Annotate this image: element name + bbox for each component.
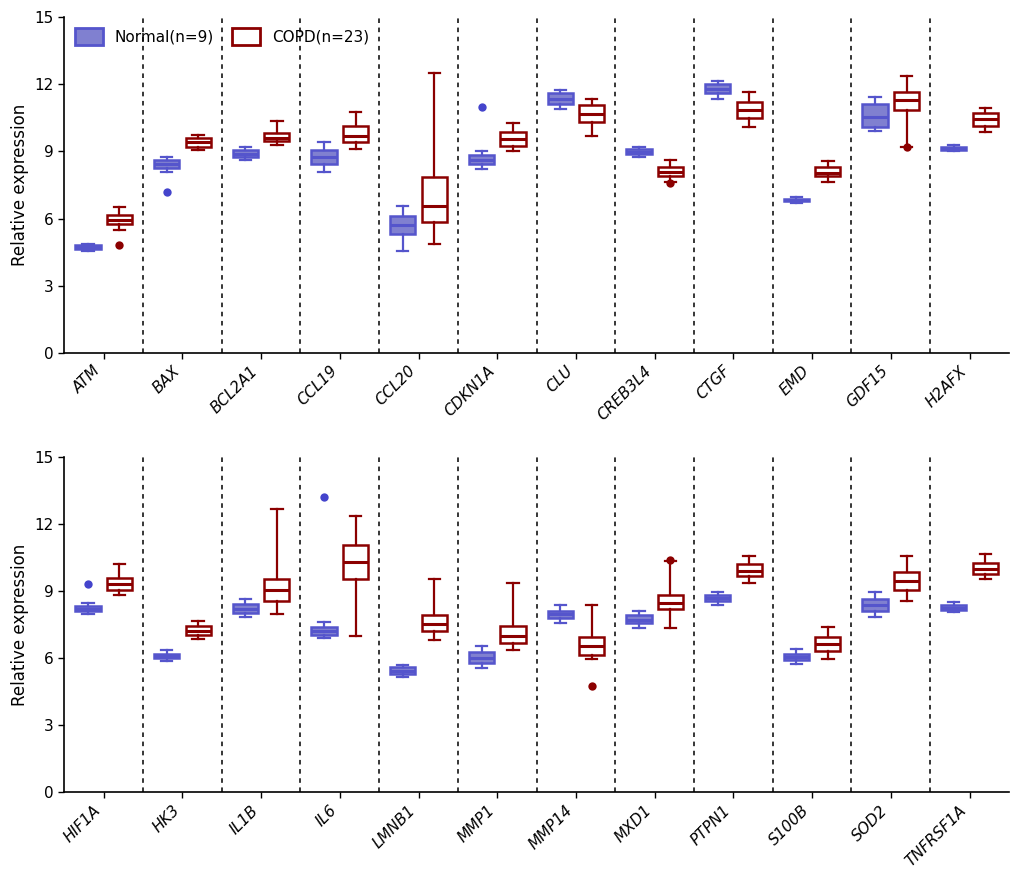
Bar <box>311 627 336 634</box>
Bar <box>311 150 336 164</box>
Bar <box>972 113 997 126</box>
Bar <box>547 93 573 105</box>
Bar <box>342 545 368 578</box>
Bar <box>814 167 840 176</box>
Bar <box>657 166 683 176</box>
Bar <box>107 578 131 590</box>
Bar <box>704 84 730 93</box>
Bar <box>75 606 101 612</box>
Bar <box>107 215 131 224</box>
Bar <box>579 637 603 655</box>
Bar <box>862 105 887 127</box>
Bar <box>579 106 603 122</box>
Bar <box>75 246 101 249</box>
Bar <box>941 605 965 610</box>
Bar <box>469 155 493 164</box>
Bar <box>704 595 730 601</box>
Bar <box>390 216 415 234</box>
Bar <box>547 611 573 618</box>
Bar <box>390 667 415 674</box>
Bar <box>264 134 289 142</box>
Bar <box>232 150 258 157</box>
Bar <box>893 92 918 110</box>
Bar <box>972 563 997 574</box>
Bar <box>500 626 525 643</box>
Bar <box>736 102 761 118</box>
Bar <box>626 149 651 154</box>
Bar <box>342 126 368 143</box>
Bar <box>893 572 918 590</box>
Bar <box>154 654 179 658</box>
Bar <box>469 652 493 663</box>
Y-axis label: Relative expression: Relative expression <box>11 543 30 706</box>
Bar <box>232 604 258 613</box>
Bar <box>783 199 808 201</box>
Legend: Normal(n=9), COPD(n=23): Normal(n=9), COPD(n=23) <box>69 22 375 52</box>
Bar <box>783 654 808 660</box>
Y-axis label: Relative expression: Relative expression <box>11 104 30 266</box>
Bar <box>736 564 761 576</box>
Bar <box>421 177 446 222</box>
Bar <box>185 627 211 634</box>
Bar <box>500 132 525 146</box>
Bar <box>421 615 446 631</box>
Bar <box>941 147 965 150</box>
Bar <box>814 637 840 651</box>
Bar <box>657 595 683 609</box>
Bar <box>185 138 211 147</box>
Bar <box>626 615 651 623</box>
Bar <box>862 598 887 611</box>
Bar <box>264 578 289 601</box>
Bar <box>154 160 179 168</box>
